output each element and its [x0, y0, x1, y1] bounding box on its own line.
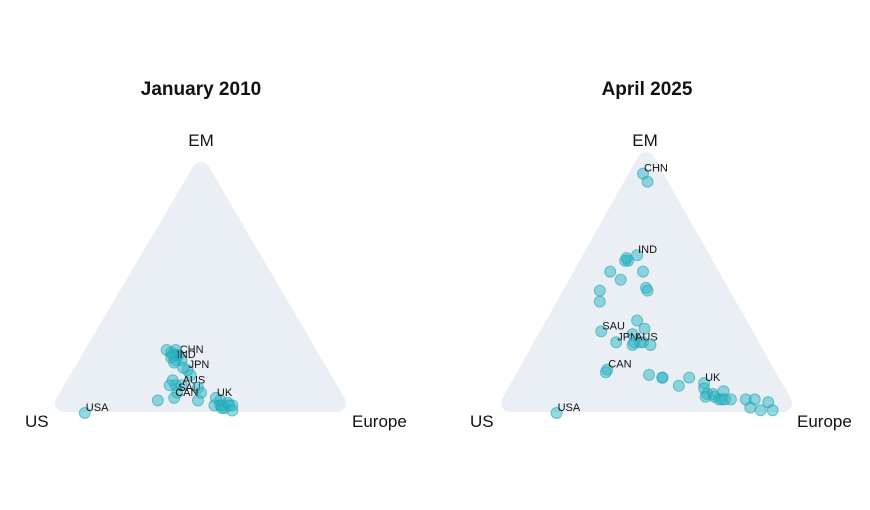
data-point [593, 284, 606, 297]
chart-title: April 2025 [602, 79, 693, 100]
data-point [724, 393, 737, 406]
data-point [672, 379, 685, 392]
point-label-uk: UK [217, 387, 233, 399]
vertex-label-right: Europe [797, 412, 852, 431]
data-point [637, 265, 649, 278]
data-point [593, 295, 606, 308]
panel-april-2025: April 2025 EM US Europe CHNINDSAUJPNAUSC… [470, 79, 852, 431]
data-point-usa [550, 407, 563, 419]
data-point [614, 273, 627, 286]
data-point [641, 284, 654, 297]
data-point [177, 361, 190, 374]
data-point [604, 265, 617, 278]
data-point-can [168, 391, 181, 404]
panel-january-2010: January 2010 EM US Europe CHNINDJPNAUSSA… [25, 79, 407, 431]
chart-title: January 2010 [141, 79, 261, 100]
point-label-ind: IND [638, 244, 657, 256]
data-point [226, 404, 239, 417]
data-point [656, 371, 669, 384]
point-label-usa: USA [86, 402, 109, 414]
data-point [754, 404, 767, 417]
point-label-chn: CHN [644, 163, 668, 175]
data-point [166, 374, 179, 387]
point-label-ind: IND [177, 349, 196, 361]
point-label-usa: USA [558, 402, 581, 414]
data-point-usa [78, 407, 91, 419]
data-point [631, 314, 644, 327]
point-label-can: CAN [608, 359, 631, 371]
data-point-jpn [610, 336, 623, 349]
point-label-chn: CHN [180, 344, 204, 356]
data-point [643, 368, 655, 381]
point-label-can: CAN [175, 387, 198, 399]
vertex-label-right: Europe [352, 412, 407, 431]
data-point-sau [595, 325, 608, 338]
data-point [192, 394, 204, 407]
data-point [644, 339, 657, 351]
point-label-sau: SAU [602, 320, 625, 332]
data-point-aus [628, 336, 641, 349]
data-point [641, 175, 654, 188]
data-point [168, 356, 181, 369]
point-label-jpn: JPN [189, 359, 210, 371]
vertex-label-left: US [25, 412, 49, 431]
data-point [151, 394, 164, 407]
data-point [638, 322, 651, 335]
vertex-label-top: EM [188, 131, 214, 150]
point-label-uk: UK [705, 372, 721, 384]
vertex-label-left: US [470, 412, 494, 431]
vertex-label-top: EM [632, 131, 658, 150]
data-point [766, 404, 779, 417]
data-point [744, 401, 757, 414]
data-point [619, 254, 632, 267]
data-point [683, 371, 696, 384]
data-point [599, 366, 612, 379]
data-point [184, 369, 197, 382]
